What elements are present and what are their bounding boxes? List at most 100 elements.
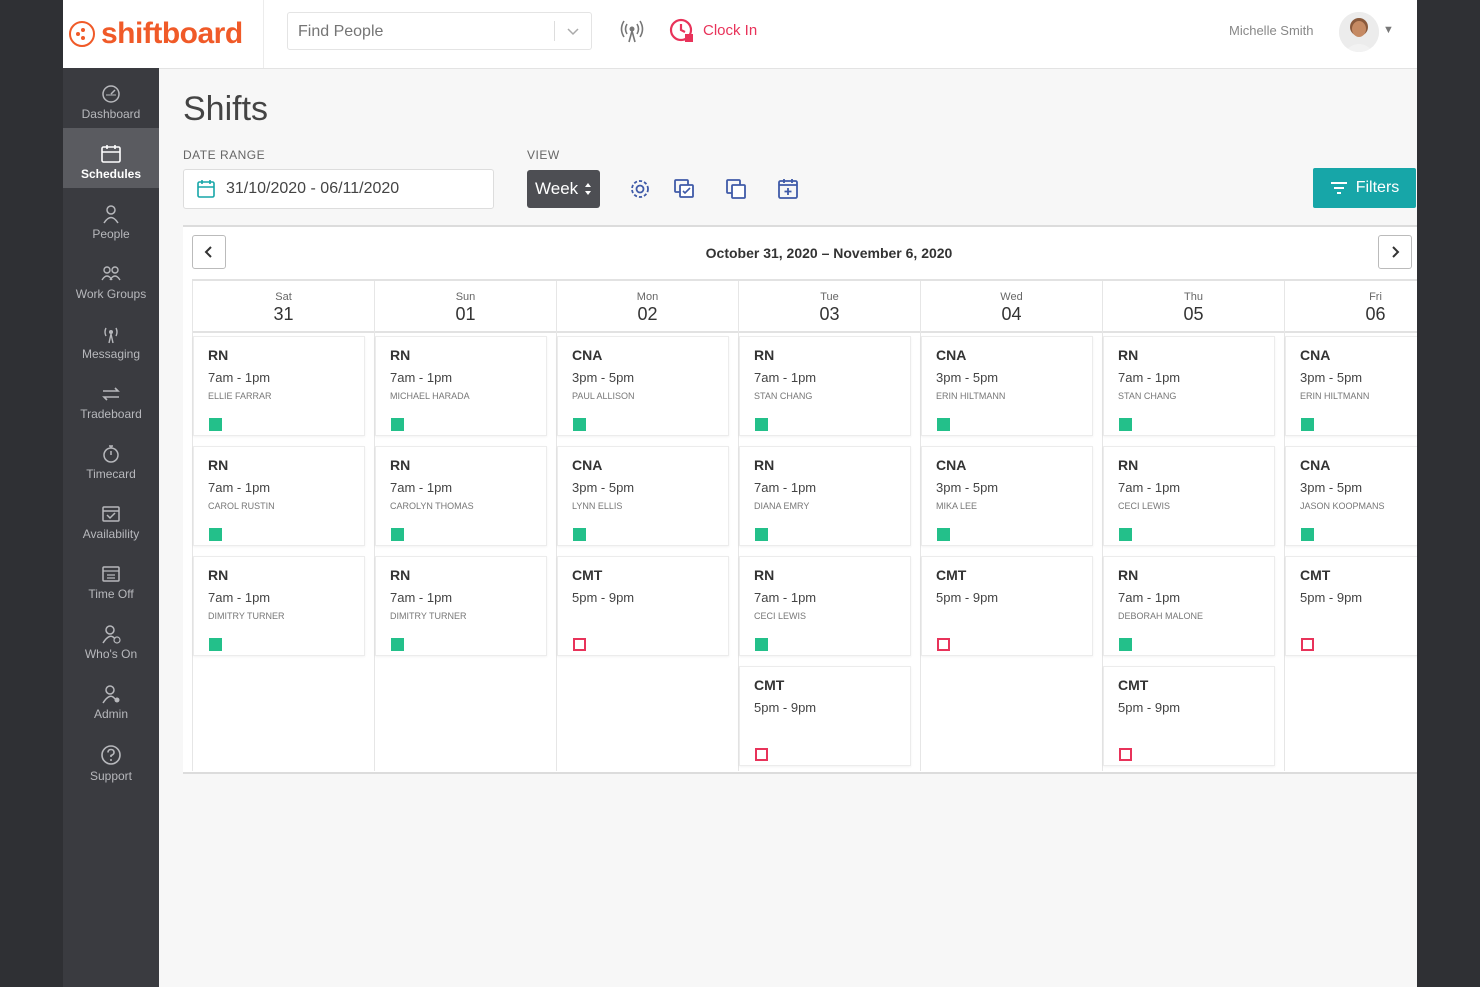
shift-card[interactable]: CNA 3pm - 5pm JASON KOOPMANS xyxy=(1285,446,1417,546)
shift-card[interactable]: CNA 3pm - 5pm ERIN HILTMANN xyxy=(1285,336,1417,436)
settings-icon[interactable] xyxy=(628,177,652,201)
sidebar-item-people[interactable]: People xyxy=(63,188,159,248)
sidebar-item-messaging[interactable]: Messaging xyxy=(63,308,159,368)
shift-card[interactable]: CMT 5pm - 9pm xyxy=(1103,666,1275,766)
shift-role: RN xyxy=(1118,347,1139,363)
shift-card[interactable]: CNA 3pm - 5pm PAUL ALLISON xyxy=(557,336,729,436)
shift-role: RN xyxy=(754,567,775,583)
avatar[interactable] xyxy=(1339,12,1379,52)
shift-role: CNA xyxy=(936,457,967,473)
previous-week-button[interactable] xyxy=(192,235,226,269)
shift-role: RN xyxy=(1118,567,1139,583)
day-header: Wed 04 xyxy=(921,281,1102,333)
shift-card[interactable]: CMT 5pm - 9pm xyxy=(1285,556,1417,656)
sidebar-item-whos-on[interactable]: Who's On xyxy=(63,608,159,668)
shift-card[interactable]: RN 7am - 1pm STAN CHANG xyxy=(739,336,911,436)
shift-assignee: ERIN HILTMANN xyxy=(936,391,1006,401)
sidebar-item-support[interactable]: Support xyxy=(63,728,159,788)
shift-card[interactable]: RN 7am - 1pm CECI LEWIS xyxy=(739,556,911,656)
shift-card[interactable]: RN 7am - 1pm CAROLYN THOMAS xyxy=(375,446,547,546)
day-of-week: Wed xyxy=(1000,291,1023,303)
find-people-dropdown[interactable] xyxy=(287,12,592,51)
view-select[interactable]: Week xyxy=(527,170,600,208)
chevron-down-icon[interactable] xyxy=(566,21,580,41)
day-column: Wed 04 CNA 3pm - 5pm ERIN HILTMANN CNA 3pm - 5… xyxy=(920,281,1102,771)
date-range-picker[interactable]: 31/10/2020 - 06/11/2020 xyxy=(183,169,494,209)
shift-card[interactable]: RN 7am - 1pm DIANA EMRY xyxy=(739,446,911,546)
shift-card[interactable]: RN 7am - 1pm ELLIE FARRAR xyxy=(193,336,365,436)
sidebar-item-label: Tradeboard xyxy=(80,407,142,421)
day-number: 02 xyxy=(637,304,658,324)
filled-shift-indicator xyxy=(937,528,950,541)
group-icon xyxy=(101,266,121,281)
filled-shift-indicator xyxy=(1119,638,1132,651)
date-range-label: DATE RANGE xyxy=(183,148,266,162)
sidebar-item-label: Time Off xyxy=(88,587,134,601)
broadcast-icon xyxy=(104,327,118,344)
top-bar: shiftboard Clock In Michelle Smith xyxy=(63,0,1417,69)
broadcast-icon[interactable] xyxy=(619,18,645,44)
shift-assignee: DIMITRY TURNER xyxy=(390,611,467,621)
shift-time: 5pm - 9pm xyxy=(572,590,635,605)
day-column: Sun 01 RN 7am - 1pm MICHAEL HARADA RN 7am - 1p… xyxy=(374,281,556,771)
shift-card[interactable]: RN 7am - 1pm STAN CHANG xyxy=(1103,336,1275,436)
shift-time: 7am - 1pm xyxy=(754,370,817,385)
shift-role: CNA xyxy=(936,347,967,363)
sidebar-item-dashboard[interactable]: Dashboard xyxy=(63,68,159,128)
open-shift-indicator xyxy=(573,638,586,651)
filled-shift-indicator xyxy=(573,418,586,431)
shift-time: 3pm - 5pm xyxy=(572,480,635,495)
filled-shift-indicator xyxy=(391,638,404,651)
shift-role: RN xyxy=(208,457,229,473)
filled-shift-indicator xyxy=(755,418,768,431)
shift-card[interactable]: CNA 3pm - 5pm LYNN ELLIS xyxy=(557,446,729,546)
shift-time: 7am - 1pm xyxy=(208,480,271,495)
shift-card[interactable]: RN 7am - 1pm CECI LEWIS xyxy=(1103,446,1275,546)
shift-assignee: STAN CHANG xyxy=(1118,391,1177,401)
shift-card[interactable]: RN 7am - 1pm DEBORAH MALONE xyxy=(1103,556,1275,656)
sidebar-item-timecard[interactable]: Timecard xyxy=(63,428,159,488)
filled-shift-indicator xyxy=(209,528,222,541)
logo[interactable]: shiftboard xyxy=(63,0,264,68)
shift-card[interactable]: CMT 5pm - 9pm xyxy=(557,556,729,656)
find-people-input[interactable] xyxy=(288,13,560,51)
date-range-value: 31/10/2020 - 06/11/2020 xyxy=(226,180,400,197)
shift-time: 7am - 1pm xyxy=(1118,370,1181,385)
shift-time: 5pm - 9pm xyxy=(1118,700,1181,715)
week-range-title: October 31, 2020 – November 6, 2020 xyxy=(705,245,953,261)
avatar-image xyxy=(1339,12,1379,52)
shift-card[interactable]: CNA 3pm - 5pm ERIN HILTMANN xyxy=(921,336,1093,436)
user-name[interactable]: Michelle Smith xyxy=(1229,23,1314,38)
shift-role: CMT xyxy=(936,567,967,583)
day-number: 31 xyxy=(273,304,294,324)
shift-card[interactable]: CMT 5pm - 9pm xyxy=(739,666,911,766)
shift-card[interactable]: CMT 5pm - 9pm xyxy=(921,556,1093,656)
up-down-icon xyxy=(585,183,591,195)
filters-button[interactable]: Filters xyxy=(1313,168,1416,208)
sidebar-item-time-off[interactable]: Time Off xyxy=(63,548,159,608)
shift-card[interactable]: RN 7am - 1pm DIMITRY TURNER xyxy=(193,556,365,656)
filled-shift-indicator xyxy=(573,528,586,541)
shift-card[interactable]: RN 7am - 1pm MICHAEL HARADA xyxy=(375,336,547,436)
sidebar-item-work-groups[interactable]: Work Groups xyxy=(63,248,159,308)
sidebar-item-admin[interactable]: Admin xyxy=(63,668,159,728)
user-menu-caret-icon[interactable]: ▼ xyxy=(1383,24,1394,36)
shift-card[interactable]: RN 7am - 1pm DIMITRY TURNER xyxy=(375,556,547,656)
day-column: Thu 05 RN 7am - 1pm STAN CHANG RN 7am - 1pm CEC… xyxy=(1102,281,1284,771)
sidebar-item-schedules[interactable]: Schedules xyxy=(63,128,159,188)
shift-card[interactable]: RN 7am - 1pm CAROL RUSTIN xyxy=(193,446,365,546)
add-shift-icon[interactable] xyxy=(776,177,800,201)
clock-in-button[interactable]: Clock In xyxy=(669,17,757,43)
sidebar-item-tradeboard[interactable]: Tradeboard xyxy=(63,368,159,428)
copy-schedule-icon[interactable] xyxy=(672,177,696,201)
shift-role: RN xyxy=(208,347,229,363)
duplicate-icon[interactable] xyxy=(724,177,748,201)
shift-card[interactable]: CNA 3pm - 5pm MIKA LEE xyxy=(921,446,1093,546)
sidebar-item-availability[interactable]: Availability xyxy=(63,488,159,548)
sidebar-item-label: Messaging xyxy=(81,347,141,361)
shift-time: 7am - 1pm xyxy=(208,370,271,385)
filled-shift-indicator xyxy=(1119,528,1132,541)
day-of-week: Thu xyxy=(1184,291,1203,303)
shift-assignee: JASON KOOPMANS xyxy=(1300,501,1385,511)
next-week-button[interactable] xyxy=(1378,235,1412,269)
